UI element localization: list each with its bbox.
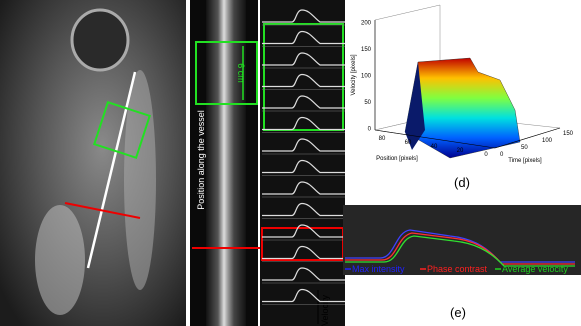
profile xyxy=(262,30,345,45)
y-label: Position [pixels] xyxy=(376,156,418,162)
legend-label: Phase contrast xyxy=(427,264,488,274)
roi-box xyxy=(195,41,258,105)
profile xyxy=(262,202,345,217)
profile xyxy=(262,95,345,109)
y-tick-label: 40 xyxy=(431,144,438,150)
profiles-image xyxy=(260,0,345,326)
scale-label: 6 cm xyxy=(236,63,246,83)
profile xyxy=(262,267,345,281)
z-tick-label: 100 xyxy=(361,74,372,80)
profile xyxy=(262,52,345,66)
z-tick-label: 50 xyxy=(364,100,371,106)
x-tick-label: 50 xyxy=(521,145,528,151)
mri-panel xyxy=(0,0,186,326)
caption: (e) xyxy=(450,305,466,320)
y-tick-label: 20 xyxy=(457,148,464,154)
y-axis xyxy=(374,129,496,149)
anatomy xyxy=(124,70,156,290)
caption: (d) xyxy=(454,175,470,190)
profile xyxy=(262,9,345,23)
vessel-streak xyxy=(206,0,246,326)
x-axis xyxy=(494,127,561,149)
anatomy xyxy=(35,205,85,315)
profile xyxy=(262,288,345,303)
profile xyxy=(262,181,345,195)
straightened-panel: 6 cm Position along the vessel xyxy=(190,0,345,326)
profile xyxy=(262,159,345,174)
y-tick-label: 60 xyxy=(405,140,412,146)
roi-box xyxy=(93,101,151,159)
cross-line xyxy=(64,202,141,219)
surface-side xyxy=(405,62,425,150)
roi-box xyxy=(263,23,344,131)
z-tick-label: 200 xyxy=(361,21,372,27)
profiles-panel: Velocity xyxy=(260,0,345,326)
anatomy xyxy=(70,8,130,72)
profile xyxy=(262,116,345,131)
x-tick-label: 0 xyxy=(500,152,504,158)
y-tick-label: 0 xyxy=(484,152,488,158)
legend-label: Max intensity xyxy=(352,264,405,274)
z-tick-label: 150 xyxy=(361,47,372,53)
profile xyxy=(262,245,345,260)
profile-plot: Max intensity Phase contrast Average veloc… xyxy=(343,205,581,320)
surface xyxy=(404,57,521,159)
x-tick-label: 150 xyxy=(563,131,574,137)
profile xyxy=(262,73,345,88)
profile xyxy=(262,138,345,152)
phase-contrast-curve xyxy=(345,232,575,265)
profile xyxy=(262,224,345,238)
z-tick-label: 0 xyxy=(368,127,372,133)
z-label: Velocity [pixels] xyxy=(351,54,357,95)
average-velocity-curve xyxy=(345,235,575,267)
axis-label: Position along the vessel xyxy=(196,110,206,210)
vessel-line xyxy=(86,71,137,269)
x-label: Time [pixels] xyxy=(508,158,542,164)
legend-label: Average velocity xyxy=(502,264,568,274)
x-tick-label: 100 xyxy=(542,138,553,144)
y-tick-label: 80 xyxy=(379,136,386,142)
axis-label: Velocity xyxy=(320,294,330,326)
